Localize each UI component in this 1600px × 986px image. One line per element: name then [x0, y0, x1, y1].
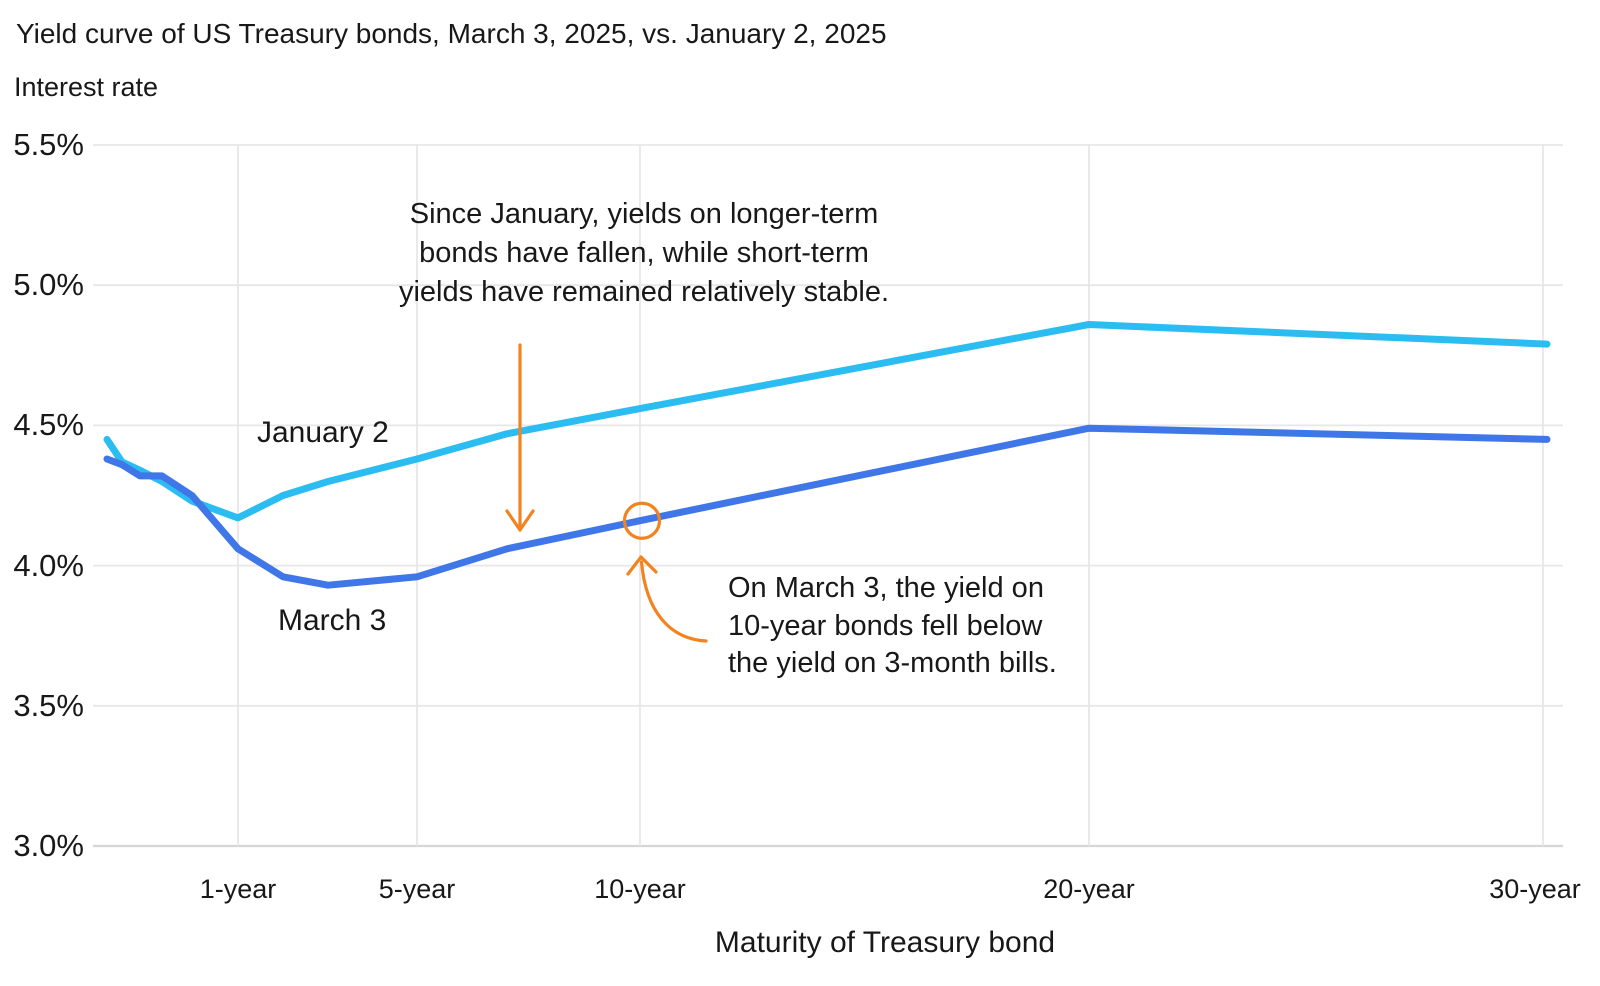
- annotation-line: bonds have fallen, while short-term: [419, 237, 869, 269]
- curved-arrow-shaft: [639, 560, 708, 643]
- y-tick-label: 3.5%: [13, 687, 84, 723]
- x-axis-title: Maturity of Treasury bond: [714, 926, 1056, 959]
- down-arrow-head: [505, 509, 535, 532]
- curved-arrow-head: [626, 555, 658, 576]
- annotation-line: On March 3, the yield on: [728, 572, 1044, 604]
- annotation-line: 10-year bonds fell below: [728, 609, 1043, 642]
- series-line-march-3: [103, 424, 1551, 589]
- y-tick-label: 3.0%: [13, 828, 84, 863]
- series-line-january-2: [103, 321, 1551, 522]
- y-tick-label: 4.5%: [13, 407, 84, 443]
- y-tick-label: 5.0%: [13, 267, 84, 303]
- x-tick-label: 5-year: [378, 874, 456, 904]
- series-label-march-3: March 3: [278, 604, 387, 637]
- annotation-line: yields have remained relatively stable.: [398, 276, 890, 308]
- annotation-since-january: Since January, yields on longer-term bon…: [353, 195, 935, 312]
- x-tick-label: 30-year: [1489, 874, 1581, 904]
- x-tick-label: 1-year: [199, 874, 277, 904]
- annotation-ten-year: On March 3, the yield on 10-year bonds f…: [728, 570, 1128, 683]
- x-tick-label: 20-year: [1043, 874, 1135, 904]
- y-tick-label: 5.5%: [13, 127, 84, 162]
- annotation-line: the yield on 3-month bills.: [728, 647, 1057, 679]
- y-tick-label: 4.0%: [13, 547, 84, 583]
- chart-title: Yield curve of US Treasury bonds, March …: [16, 18, 887, 49]
- series-label-january-2: January 2: [257, 416, 389, 449]
- x-tick-label: 10-year: [594, 874, 686, 904]
- y-axis-title: Interest rate: [14, 72, 159, 102]
- highlight-circle: [622, 501, 662, 540]
- annotation-line: Since January, yields on longer-term: [409, 198, 879, 230]
